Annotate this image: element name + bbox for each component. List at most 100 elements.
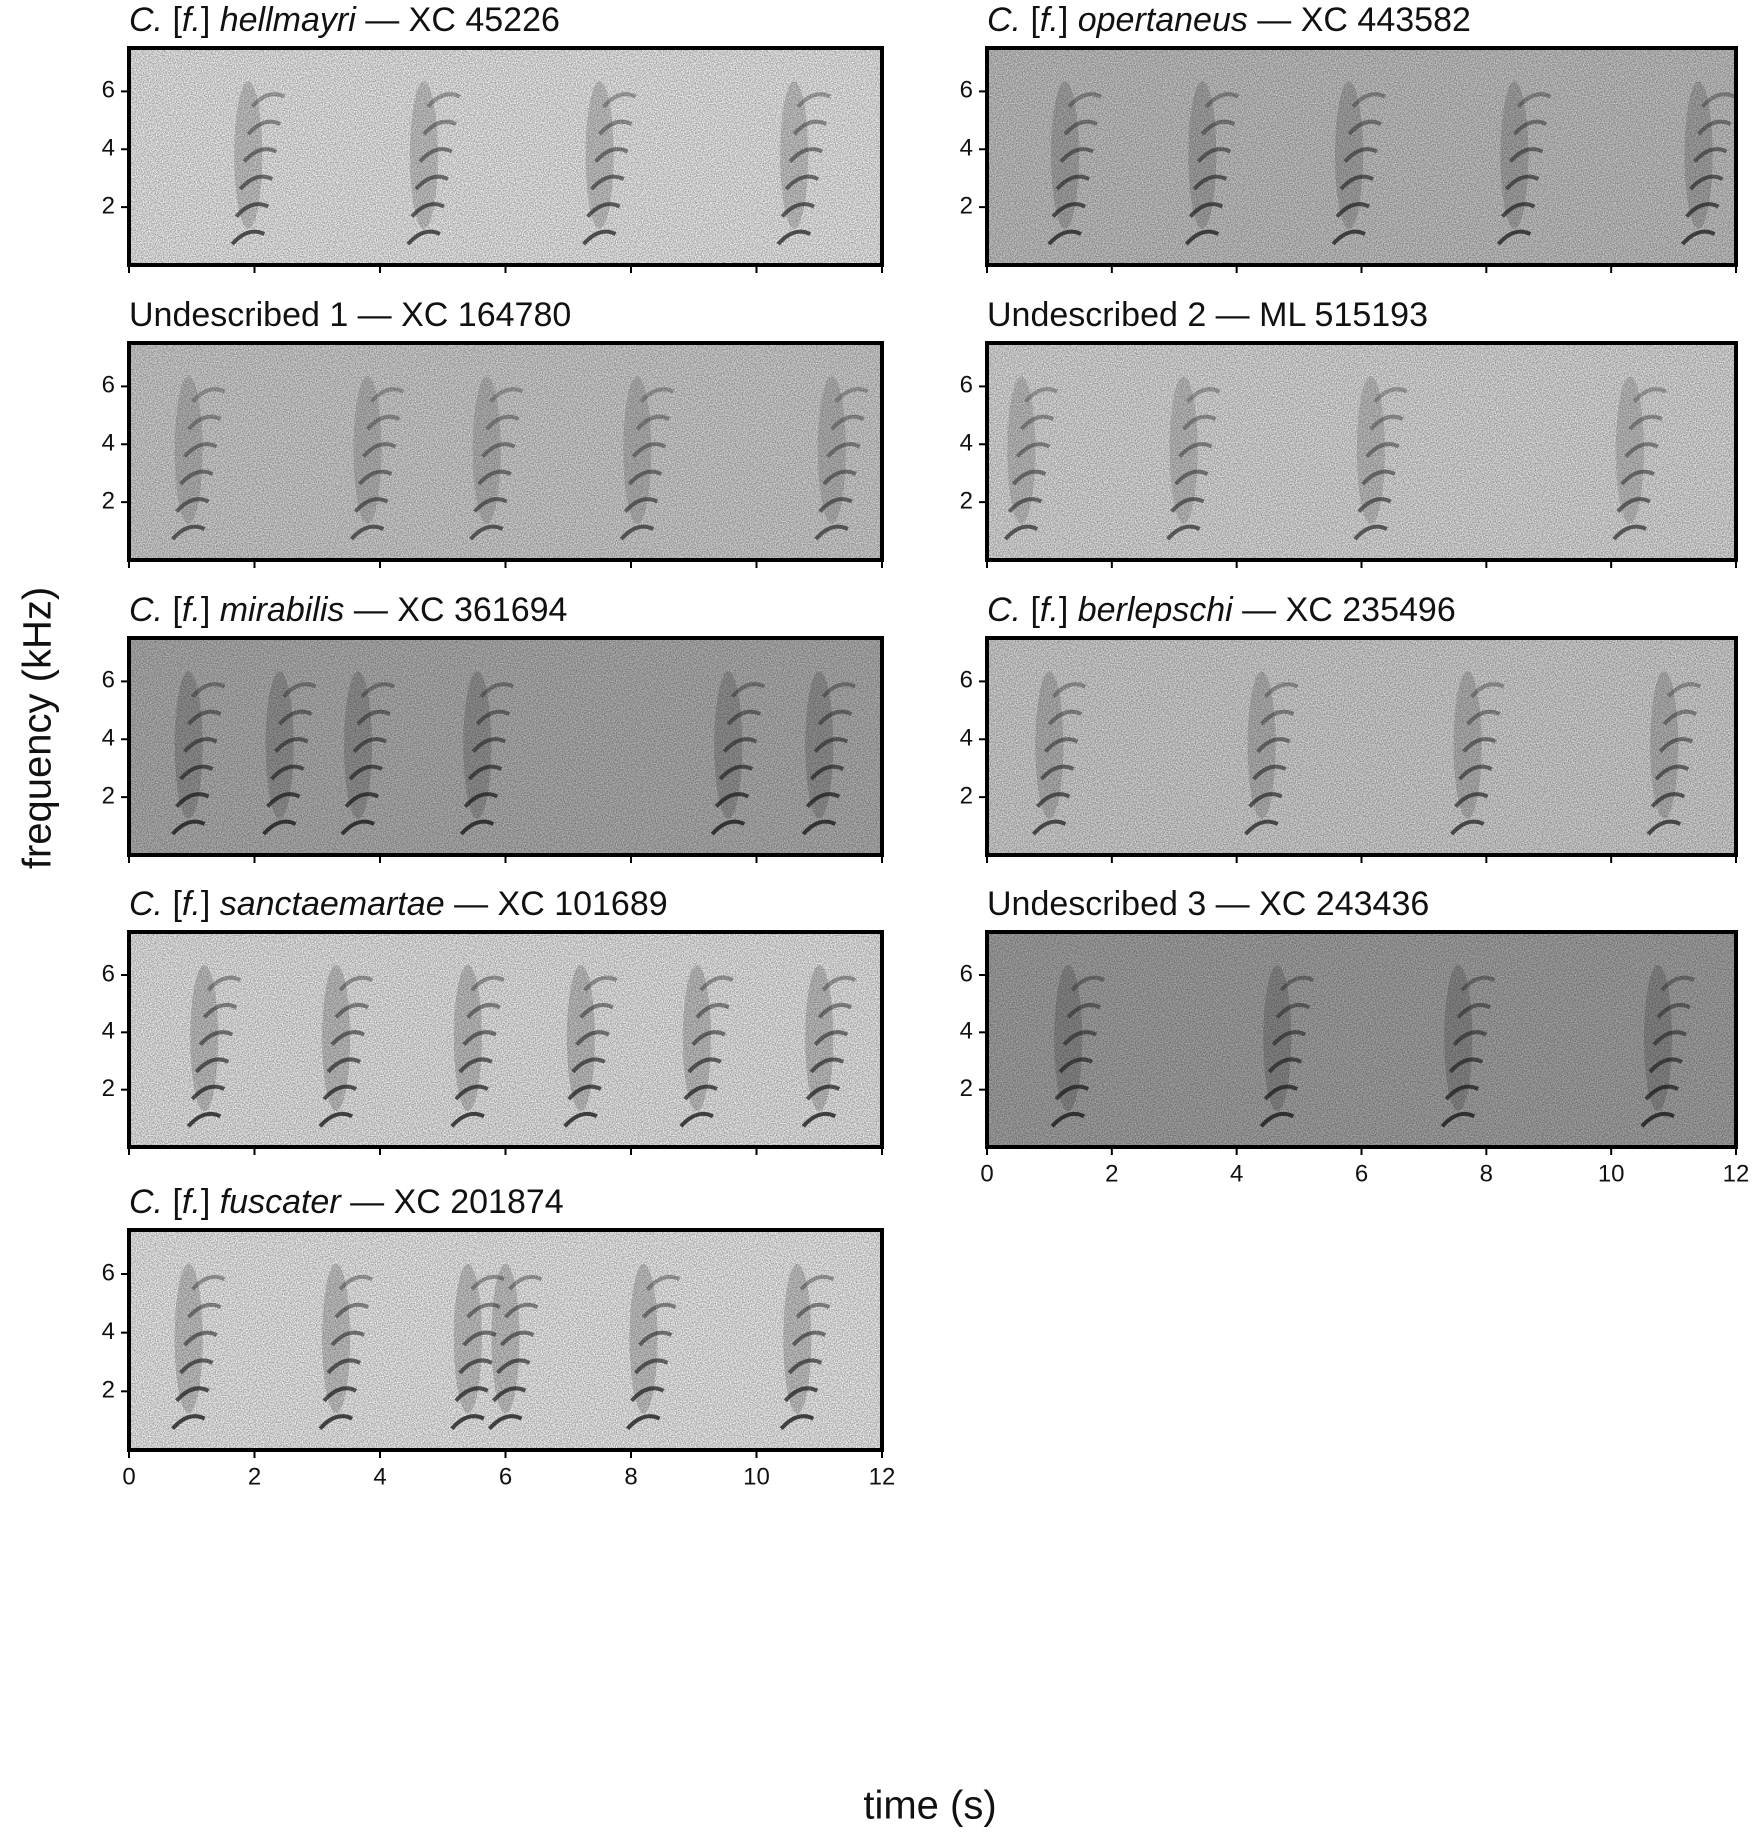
harmonic xyxy=(322,1386,357,1403)
song xyxy=(1003,376,1059,541)
y-tick-label: 2 xyxy=(102,1377,115,1404)
harmonic xyxy=(722,737,758,753)
y-tick-label: 4 xyxy=(960,1018,973,1045)
harmonic xyxy=(821,682,857,698)
song xyxy=(230,81,286,246)
plot-area xyxy=(129,638,882,855)
harmonic xyxy=(318,1111,353,1128)
harmonic xyxy=(1660,975,1695,992)
harmonic xyxy=(730,682,766,698)
panel: 2 4 6 C. [f.] sanctaemartae — XC 101689 xyxy=(102,885,884,1155)
harmonic xyxy=(799,1274,835,1291)
harmonic xyxy=(1070,975,1106,992)
y-tick-label: 6 xyxy=(960,960,973,987)
song xyxy=(1646,671,1702,836)
song xyxy=(801,671,857,836)
harmonic xyxy=(567,1084,602,1101)
noise xyxy=(987,932,1736,1147)
title-part: C. xyxy=(987,1,1021,39)
harmonic xyxy=(1007,497,1043,513)
harmonic xyxy=(1186,387,1221,403)
harmonic xyxy=(1470,682,1505,698)
harmonic xyxy=(784,174,820,191)
harmonic xyxy=(590,174,625,191)
harmonic xyxy=(1188,202,1224,218)
title-part: ] xyxy=(201,885,220,923)
harmonic xyxy=(718,764,754,781)
title-part: ] xyxy=(201,1183,220,1221)
harmonic xyxy=(190,1084,226,1101)
song xyxy=(340,671,395,836)
title-part: fuscater xyxy=(220,1183,343,1221)
title-part: f. xyxy=(1040,591,1059,629)
harmonic xyxy=(1365,442,1400,458)
harmonic xyxy=(691,1030,726,1046)
harmonic xyxy=(1015,442,1051,458)
harmonic xyxy=(1508,147,1544,163)
harmonic xyxy=(410,202,445,218)
y-tick-label: 6 xyxy=(102,960,115,987)
harmonic xyxy=(1260,709,1295,726)
harmonic xyxy=(809,1057,845,1074)
harmonic xyxy=(582,229,617,246)
harmonic xyxy=(814,524,849,541)
harmonic xyxy=(1067,92,1102,108)
harmonic xyxy=(322,1084,357,1101)
y-tick-label: 2 xyxy=(960,192,973,219)
harmonic xyxy=(583,975,618,992)
y-tick-label: 4 xyxy=(102,430,115,457)
harmonic xyxy=(1039,764,1075,781)
y-tick-label: 4 xyxy=(102,725,115,752)
harmonic xyxy=(1500,202,1536,218)
harmonic xyxy=(179,1358,214,1375)
y-tick-label: 6 xyxy=(960,667,973,694)
harmonic xyxy=(365,414,401,431)
harmonic xyxy=(1050,1111,1086,1128)
harmonic xyxy=(187,414,222,431)
song xyxy=(776,81,832,246)
harmonic xyxy=(1450,819,1485,836)
harmonic xyxy=(1200,119,1236,136)
plot-area xyxy=(987,638,1736,855)
song xyxy=(679,964,734,1128)
panel: 2 4 6 0 2 4 6 8 10 12 Undescribed 3 — XC 243436 xyxy=(960,885,1750,1187)
harmonic xyxy=(470,1274,505,1291)
harmonic xyxy=(630,1386,665,1403)
title-part: Undescribed 2 — ML 515193 xyxy=(987,296,1428,334)
harmonic xyxy=(338,975,373,992)
song xyxy=(1259,964,1315,1128)
noise xyxy=(987,48,1736,265)
harmonic xyxy=(175,1386,210,1403)
song xyxy=(171,376,226,541)
y-tick-label: 6 xyxy=(102,77,115,104)
x-tick-label: 0 xyxy=(980,1160,993,1187)
harmonic xyxy=(813,737,849,753)
harmonic xyxy=(1170,497,1205,513)
harmonic xyxy=(481,442,516,458)
harmonic xyxy=(679,1111,714,1128)
harmonic xyxy=(458,1358,493,1375)
harmonic xyxy=(1031,819,1067,836)
plot-area xyxy=(129,932,882,1147)
harmonic xyxy=(183,1330,218,1347)
harmonic xyxy=(1644,1084,1679,1101)
harmonic xyxy=(469,524,504,541)
song xyxy=(1031,671,1087,836)
harmonic xyxy=(458,1057,493,1074)
harmonic xyxy=(1466,709,1501,726)
panel-title: C. [f.] hellmayri — XC 45226 xyxy=(129,1,560,39)
title-part: C. xyxy=(129,591,163,629)
title-part: [ xyxy=(1021,1,1040,39)
title-part: f. xyxy=(182,1,201,39)
title-part: f. xyxy=(182,591,201,629)
panel-title: Undescribed 2 — ML 515193 xyxy=(987,296,1428,334)
panel-title: Undescribed 3 — XC 243436 xyxy=(987,885,1429,923)
song xyxy=(171,671,226,836)
title-part: f. xyxy=(182,1183,201,1221)
title-part: C. xyxy=(129,885,163,923)
harmonic xyxy=(1259,1111,1295,1128)
title-part: [ xyxy=(163,1183,182,1221)
harmonic xyxy=(818,497,853,513)
song xyxy=(406,81,461,246)
harmonic xyxy=(1347,119,1382,136)
